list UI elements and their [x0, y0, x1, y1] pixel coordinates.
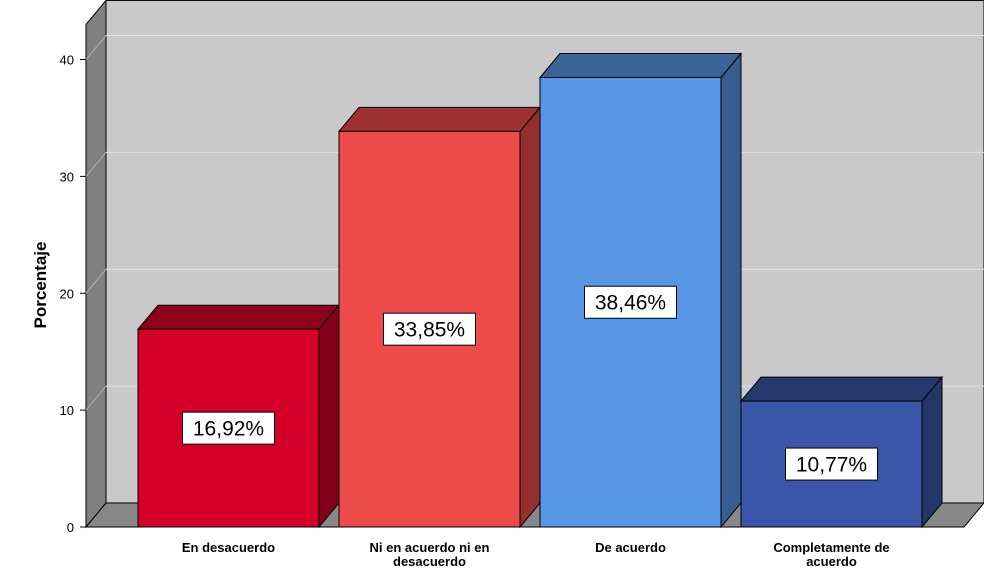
data-label-text: 33,85% — [394, 319, 465, 342]
bar-top — [136, 304, 341, 330]
bar-side — [519, 105, 541, 529]
bar-top — [739, 376, 944, 402]
gridline-side — [85, 385, 107, 411]
data-label-text: 38,46% — [595, 292, 666, 315]
x-axis-categories: En desacuerdo Ni en acuerdo ni en desacuer… — [182, 540, 890, 569]
y-tick-label: 0 — [67, 520, 74, 535]
x-category-label: Completamente de acuerdo — [773, 540, 889, 569]
y-axis-label: Porcentaje — [31, 242, 50, 329]
gridline-side — [85, 152, 107, 177]
gridline-side — [85, 268, 107, 294]
data-label: 16,92% — [182, 411, 275, 445]
x-category-label: Ni en acuerdo ni en desacuerdo — [370, 540, 490, 569]
data-label: 33,85% — [383, 312, 476, 346]
bar-side — [318, 303, 340, 529]
x-category-label: En desacuerdo — [182, 540, 275, 555]
gridline-side — [85, 35, 107, 60]
y-tick-label: 10 — [60, 403, 74, 418]
data-label-text: 16,92% — [193, 418, 264, 441]
data-labels: 16,92% 33,85% 38,46% 10,77% — [182, 285, 878, 481]
y-tick-label: 40 — [60, 53, 74, 68]
data-label-box — [584, 285, 677, 319]
data-label: 38,46% — [584, 285, 677, 319]
bar-top — [337, 106, 542, 132]
data-label-box — [383, 312, 476, 346]
x-category-label: De acuerdo — [595, 540, 666, 555]
bar-side — [720, 52, 742, 529]
side-wall — [85, 0, 107, 529]
bar-front — [740, 400, 923, 528]
data-label-text: 10,77% — [796, 454, 867, 477]
data-label-box — [182, 411, 275, 445]
bar — [739, 375, 944, 529]
data-label: 10,77% — [785, 447, 878, 481]
y-tick-label: 20 — [60, 286, 74, 301]
y-axis: 0 10 20 30 40 — [60, 53, 86, 535]
bar-side — [921, 375, 943, 529]
bar-top — [538, 52, 743, 78]
y-tick-label: 30 — [60, 169, 74, 184]
data-label-box — [785, 447, 878, 481]
